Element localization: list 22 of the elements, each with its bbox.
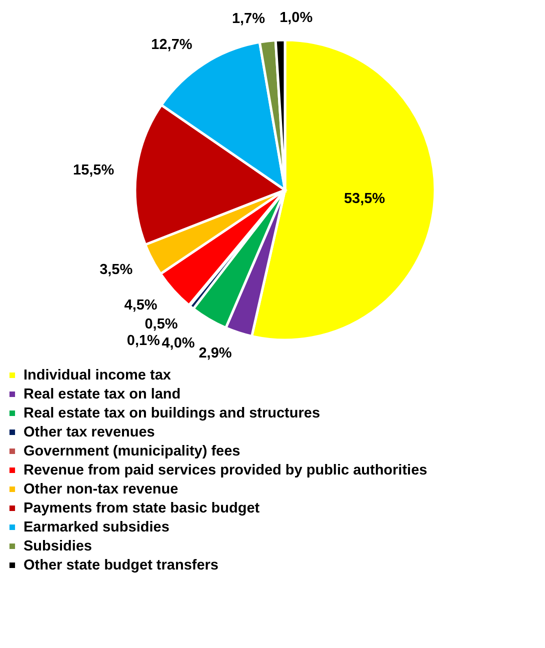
legend-label: Real estate tax on land xyxy=(24,386,181,402)
data-label: 4,5% xyxy=(124,297,158,314)
legend-label: Government (municipality) fees xyxy=(24,443,240,460)
legend-label: Other tax revenues xyxy=(24,424,155,440)
legend-label: Revenue from paid services provided by public authorities xyxy=(24,462,428,478)
data-label: 0,5% xyxy=(144,316,178,332)
legend-label: Individual income tax xyxy=(24,367,171,384)
data-label: 1,7% xyxy=(232,11,266,28)
legend-label: Other state budget transfers xyxy=(24,557,218,574)
legend-label: Other non-tax revenue xyxy=(24,481,178,498)
legend-label: Payments from state basic budget xyxy=(24,500,260,516)
data-label: 3,5% xyxy=(100,262,133,278)
data-label: 1,0% xyxy=(280,10,313,26)
data-label: 15,5% xyxy=(73,162,114,178)
data-label: 12,7% xyxy=(151,37,192,54)
legend-label: Real estate tax on buildings and structures xyxy=(24,405,320,422)
data-label: 2,9% xyxy=(198,346,232,362)
legend-label: Subsidies xyxy=(24,538,92,554)
data-label: 0,1% xyxy=(126,332,160,349)
data-label: 4,0% xyxy=(162,335,195,352)
legend-label: Earmarked subsidies xyxy=(24,519,170,536)
data-label: 53,5% xyxy=(344,190,386,207)
